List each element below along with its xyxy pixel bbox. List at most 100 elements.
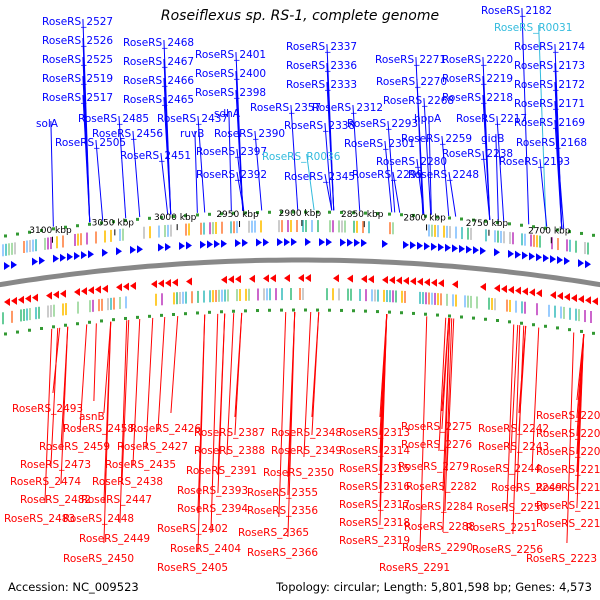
genome-summary-text: Topology: circular; Length: 5,801,598 bp… (276, 580, 592, 594)
ring-dot (460, 315, 463, 319)
gene-label: RoseRS_2249 (491, 482, 562, 494)
forward-gene-arrow (452, 244, 458, 253)
ring-dot (508, 320, 511, 324)
reverse-feature-mark (224, 289, 226, 302)
gene-label: RoseRS_2293 (347, 118, 418, 130)
forward-gene-arrow (179, 242, 185, 251)
gene-label: RoseRS_2210 (536, 464, 600, 476)
forward-feature-mark (344, 220, 346, 233)
reverse-gene-arrow (438, 279, 444, 288)
reverse-feature-mark (491, 297, 493, 310)
label-connector (521, 7, 530, 225)
forward-feature-mark (47, 237, 49, 250)
label-connector (554, 119, 563, 229)
gene-label: RoseRS_2392 (196, 169, 267, 181)
reverse-feature-mark (431, 292, 433, 305)
ring-dot (304, 308, 307, 312)
reverse-feature-mark (38, 306, 40, 319)
label-connector (132, 130, 141, 218)
reverse-gene-arrow (585, 296, 591, 305)
rna-label: RoseRS_R0031 (494, 22, 572, 34)
reverse-feature-mark (374, 289, 376, 302)
reverse-gene-arrow (347, 274, 353, 283)
reverse-feature-mark (47, 305, 49, 318)
reverse-feature-mark (440, 293, 442, 306)
forward-gene-arrow (165, 242, 171, 251)
gene-label: RoseRS_2473 (20, 459, 91, 471)
reverse-feature-mark (401, 290, 403, 303)
forward-feature-mark (305, 220, 307, 233)
label-connectors (44, 7, 585, 553)
ring-dot (316, 308, 319, 312)
forward-gene-arrow (459, 244, 465, 253)
gene-label: RoseRS_2182 (481, 5, 552, 17)
label-connector (118, 115, 127, 219)
reverse-feature-mark (212, 290, 214, 303)
reverse-feature-mark (191, 291, 193, 304)
label-connector (170, 316, 179, 414)
reverse-feature-mark (29, 308, 31, 321)
label-connector (482, 150, 491, 220)
reverse-feature-mark (173, 292, 175, 305)
label-connector (254, 130, 263, 211)
ring-dot (76, 322, 79, 326)
reverse-feature-mark (386, 290, 388, 303)
forward-gene-arrow (326, 238, 332, 247)
scale-tick-label: 2700 kbp (528, 226, 571, 236)
label-connector (379, 314, 388, 526)
ring-dot (352, 309, 355, 313)
forward-gene-arrow (564, 257, 570, 266)
reverse-gene-arrow (116, 283, 122, 292)
gene-label: RoseRS_2215 (536, 518, 600, 530)
ring-dot (256, 309, 259, 313)
reverse-feature-mark (548, 304, 550, 317)
forward-gene-arrow (74, 251, 80, 260)
reverse-gene-arrow (74, 287, 80, 296)
reverse-feature-mark (506, 299, 508, 312)
forward-feature-mark (203, 222, 205, 235)
gene-label: RoseRS_2271 (375, 54, 446, 66)
label-connector (512, 325, 521, 535)
label-connector (387, 120, 396, 213)
forward-feature-mark (170, 224, 172, 237)
reverse-feature-mark (35, 307, 37, 320)
label-connector (576, 333, 585, 509)
forward-feature-mark (524, 233, 526, 246)
forward-feature-mark (110, 229, 112, 242)
gene-label: RoseRS_2365 (238, 527, 309, 539)
ring-dot (64, 323, 67, 327)
forward-feature-mark (215, 221, 217, 234)
forward-gene-arrow (466, 245, 472, 254)
forward-feature-mark (74, 233, 76, 246)
forward-gene-arrow (473, 246, 479, 255)
gene-label: RoseRS_2212 (536, 482, 600, 494)
ring-dot (64, 225, 67, 229)
gene-label: RoseRS_2333 (286, 79, 357, 91)
reverse-feature-mark (182, 291, 184, 304)
forward-feature-mark (461, 227, 463, 240)
forward-feature-mark (29, 240, 31, 253)
forward-feature-mark (362, 221, 364, 234)
reverse-feature-mark (275, 288, 277, 301)
reverse-feature-mark (446, 293, 448, 306)
forward-feature-mark (503, 231, 505, 244)
ring-dot (244, 211, 247, 215)
label-connector (217, 313, 226, 494)
forward-feature-mark (530, 234, 532, 247)
reverse-feature-mark (179, 292, 181, 305)
gene-label: RoseRS_2299 (352, 169, 423, 181)
gene-label: RoseRS_2291 (379, 562, 450, 574)
forward-feature-mark (212, 222, 214, 235)
forward-gene-arrow (186, 241, 192, 250)
gene-label: RoseRS_2404 (170, 543, 241, 555)
forward-gene-arrow (60, 253, 66, 262)
gene-label: RoseRS_2223 (526, 553, 597, 565)
forward-feature-mark (449, 226, 451, 239)
reverse-feature-mark (377, 289, 379, 302)
reverse-gene-arrow (81, 287, 87, 296)
gene-label: RoseRS_2450 (63, 553, 134, 565)
forward-feature-mark (158, 225, 160, 238)
gene-label: RoseRS_2218 (442, 92, 513, 104)
gene-label: RoseRS_2448 (63, 513, 134, 525)
label-connector (160, 152, 169, 215)
